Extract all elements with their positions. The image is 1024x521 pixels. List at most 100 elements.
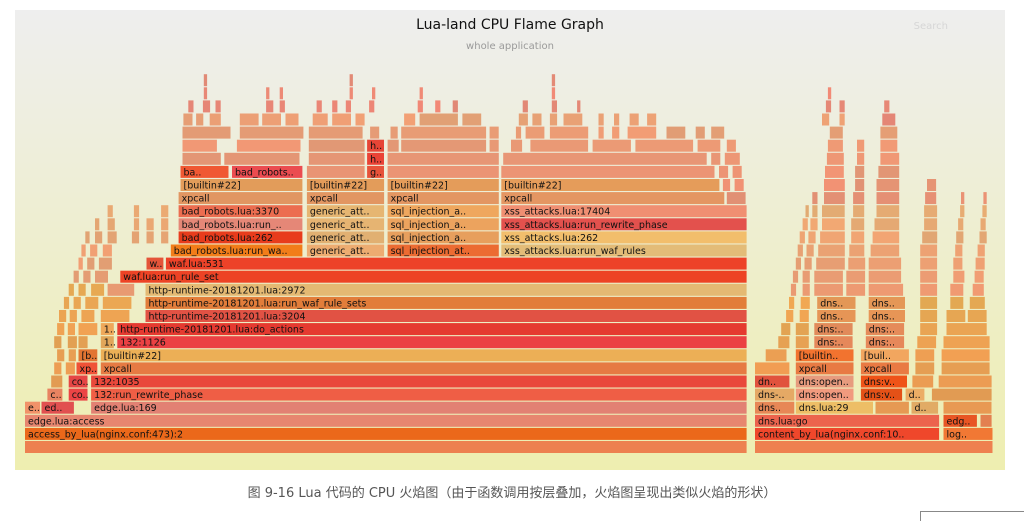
flame-frame[interactable]: dns:v..	[860, 375, 907, 389]
flame-frame[interactable]	[805, 205, 809, 218]
flame-frame[interactable]	[369, 100, 375, 113]
flame-frame[interactable]	[697, 139, 721, 152]
flame-frame[interactable]	[982, 205, 987, 218]
flame-frame[interactable]	[876, 179, 900, 191]
flame-frame[interactable]	[810, 218, 818, 231]
flame-frame[interactable]	[308, 139, 365, 152]
flame-frame[interactable]	[419, 87, 423, 100]
flame-frame[interactable]	[876, 192, 900, 205]
flame-frame[interactable]	[81, 244, 86, 257]
flame-frame[interactable]	[666, 126, 686, 139]
flame-frame[interactable]: edge.lua:access	[25, 414, 747, 428]
flame-frame[interactable]	[912, 375, 934, 388]
flame-frame[interactable]: dns:open..	[795, 388, 854, 402]
flame-frame[interactable]: bad_robots.lua:run_wa..	[170, 244, 303, 258]
flame-frame[interactable]: xpcall	[100, 362, 747, 375]
flame-frame[interactable]: sql_injection_at..	[387, 244, 499, 258]
flame-frame[interactable]	[855, 165, 865, 178]
flame-frame[interactable]	[946, 310, 966, 322]
flame-frame[interactable]	[956, 231, 964, 244]
flame-frame[interactable]: c..	[47, 388, 63, 402]
flame-frame[interactable]	[880, 152, 900, 165]
flame-frame[interactable]: dns:..	[814, 336, 853, 349]
flame-frame[interactable]: dns-..	[755, 388, 795, 402]
flame-frame[interactable]	[107, 218, 115, 231]
flame-frame[interactable]	[489, 126, 499, 139]
flame-frame[interactable]	[102, 296, 132, 309]
flame-frame[interactable]	[802, 283, 810, 296]
search-button[interactable]: Search	[913, 21, 948, 32]
flame-frame[interactable]	[592, 139, 631, 152]
flame-frame[interactable]	[316, 100, 322, 113]
flame-frame[interactable]	[419, 113, 458, 126]
flame-frame[interactable]	[795, 323, 809, 336]
flame-frame[interactable]	[755, 441, 993, 453]
flame-frame[interactable]	[515, 126, 522, 139]
flame-frame[interactable]	[68, 349, 76, 362]
flame-frame[interactable]	[695, 126, 705, 139]
flame-frame[interactable]	[349, 87, 353, 100]
flame-frame[interactable]	[722, 179, 731, 191]
flame-frame[interactable]	[950, 296, 964, 309]
flame-frame[interactable]: [builtin#22]	[387, 179, 499, 192]
flame-frame[interactable]: 1..	[100, 336, 116, 349]
flame-frame[interactable]	[829, 126, 843, 139]
flame-frame[interactable]	[786, 310, 794, 322]
flame-frame[interactable]	[549, 126, 589, 139]
flame-frame[interactable]	[734, 179, 744, 191]
flame-frame[interactable]	[924, 218, 938, 231]
flame-frame[interactable]	[68, 283, 74, 296]
flame-frame[interactable]	[975, 257, 985, 270]
flame-frame[interactable]	[983, 192, 987, 205]
flame-frame[interactable]	[57, 323, 65, 336]
flame-frame[interactable]: dns..	[755, 401, 795, 415]
flame-frame[interactable]	[209, 113, 221, 126]
flame-frame[interactable]	[577, 100, 581, 113]
flame-frame[interactable]	[955, 244, 963, 257]
flame-frame[interactable]	[85, 296, 99, 309]
flame-frame[interactable]	[814, 283, 843, 296]
flame-frame[interactable]	[452, 100, 458, 113]
flame-frame[interactable]	[183, 113, 193, 126]
flame-frame[interactable]	[967, 310, 987, 322]
flame-frame[interactable]	[711, 152, 721, 165]
flame-frame[interactable]: content_by_lua(nginx.conf:10..	[755, 427, 940, 441]
flame-frame[interactable]	[355, 113, 365, 126]
flame-frame[interactable]	[853, 205, 865, 218]
flame-frame[interactable]	[868, 270, 902, 283]
flame-frame[interactable]	[938, 375, 992, 388]
flame-frame[interactable]	[629, 113, 639, 126]
flame-frame[interactable]	[530, 139, 589, 152]
flame-frame[interactable]	[146, 231, 154, 244]
flame-frame[interactable]	[855, 179, 865, 191]
flame-frame[interactable]	[825, 165, 844, 178]
flame-frame[interactable]	[827, 87, 832, 100]
flame-frame[interactable]	[802, 270, 810, 283]
flame-frame[interactable]	[824, 192, 845, 205]
flame-frame[interactable]: http-runtime-20181201.lua:run_waf_rule_s…	[145, 296, 747, 310]
flame-frame[interactable]	[511, 139, 523, 152]
flame-frame[interactable]	[920, 257, 938, 270]
flame-frame[interactable]	[795, 257, 801, 270]
flame-frame[interactable]: bad_robots.lua:run_..	[178, 218, 303, 231]
flame-frame[interactable]	[816, 257, 845, 270]
flame-frame[interactable]	[239, 126, 304, 139]
flame-frame[interactable]	[345, 100, 351, 113]
flame-frame[interactable]	[851, 231, 865, 244]
flame-frame[interactable]	[857, 139, 865, 152]
flame-frame[interactable]: dns..	[868, 310, 905, 323]
flame-frame[interactable]	[853, 192, 865, 205]
flame-frame[interactable]	[551, 74, 556, 87]
flame-frame[interactable]	[182, 152, 221, 165]
flame-frame[interactable]	[312, 113, 328, 126]
flame-frame[interactable]	[87, 257, 95, 270]
flame-frame[interactable]	[826, 152, 844, 165]
flame-frame[interactable]: edge.lua:169	[91, 401, 747, 415]
flame-frame[interactable]	[848, 257, 866, 270]
flame-frame[interactable]	[880, 139, 898, 152]
flame-frame[interactable]	[401, 126, 487, 139]
flame-frame[interactable]	[827, 139, 843, 152]
flame-frame[interactable]	[920, 270, 938, 283]
flame-frame[interactable]	[920, 310, 938, 322]
flame-frame[interactable]	[501, 165, 715, 178]
